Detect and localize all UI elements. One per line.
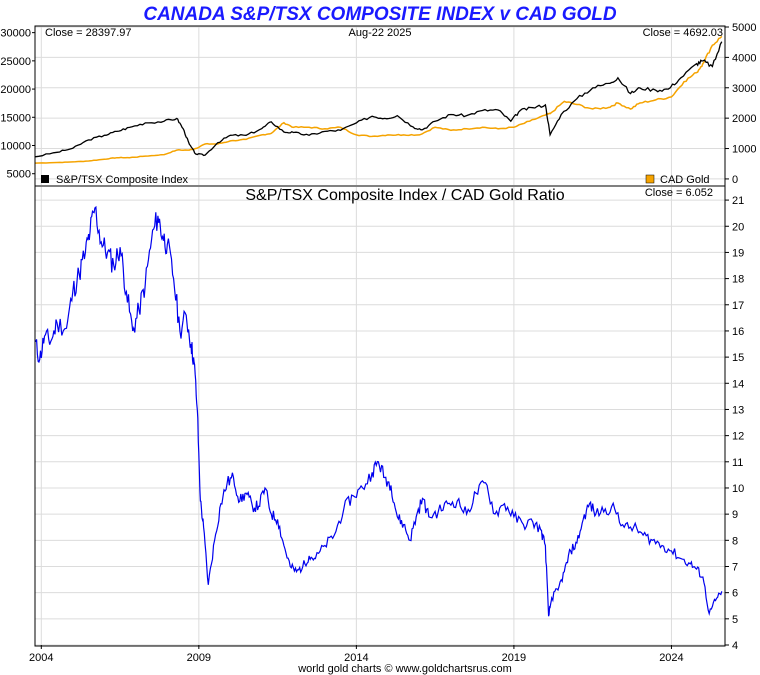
top-panel-grid — [35, 26, 725, 185]
tsx-legend-label: S&P/TSX Composite Index — [56, 174, 189, 186]
top-right-tick-label: 4000 — [732, 52, 756, 64]
bottom-right-tick-label: 7 — [732, 561, 738, 573]
date-label: Aug-22 2025 — [349, 27, 412, 39]
bottom-panel-grid — [35, 187, 725, 646]
bottom-right-tick-label: 15 — [732, 352, 744, 364]
bottom-right-tick-label: 21 — [732, 195, 744, 207]
top-left-tick-label: 10000 — [0, 141, 31, 153]
bottom-right-tick-label: 12 — [732, 431, 744, 443]
x-tick-label: 2009 — [187, 652, 211, 664]
ratio-close-label: Close = 6.052 — [645, 187, 713, 199]
bottom-right-tick-label: 19 — [732, 247, 744, 259]
cad-gold-line — [34, 35, 723, 164]
bottom-right-tick-label: 16 — [732, 326, 744, 338]
footer-credit: world gold charts © www.goldchartsrus.co… — [297, 663, 512, 675]
top-left-tick-label: 30000 — [0, 28, 31, 40]
bottom-right-tick-label: 10 — [732, 483, 744, 495]
top-left-tick-label: 15000 — [0, 112, 31, 124]
top-left-tick-label: 25000 — [0, 56, 31, 68]
chart-title: CANADA S&P/TSX COMPOSITE INDEX v CAD GOL… — [143, 4, 617, 25]
ratio-panel-title: S&P/TSX Composite Index / CAD Gold Ratio — [245, 187, 564, 204]
x-tick-label: 2004 — [29, 652, 53, 664]
x-axis: 2004 2009 2014 2019 2024 — [29, 645, 684, 664]
gold-legend-swatch — [645, 174, 655, 184]
bottom-right-axis: 21 20 19 18 17 16 15 14 13 12 11 10 9 8 7 6 5 4 — [725, 195, 744, 652]
top-left-axis: 30000 25000 20000 15000 10000 5000 — [0, 28, 35, 181]
top-right-tick-label: 2000 — [732, 113, 756, 125]
x-tick-label: 2019 — [502, 652, 526, 664]
bottom-right-tick-label: 6 — [732, 588, 738, 600]
bottom-panel-series — [35, 205, 723, 617]
bottom-right-tick-label: 5 — [732, 614, 738, 626]
bottom-right-tick-label: 8 — [732, 535, 738, 547]
bottom-right-tick-label: 11 — [732, 457, 743, 469]
top-right-tick-label: 0 — [732, 174, 738, 186]
tsx-legend-swatch — [41, 175, 49, 183]
tsx-close-label: Close = 28397.97 — [45, 27, 132, 39]
bottom-right-tick-label: 14 — [732, 378, 744, 390]
top-right-tick-label: 5000 — [732, 22, 756, 34]
gold-legend-label: CAD Gold — [660, 174, 710, 186]
bottom-right-tick-label: 17 — [732, 300, 744, 312]
x-tick-label: 2014 — [344, 652, 368, 664]
bottom-right-tick-label: 9 — [732, 509, 738, 521]
top-left-tick-label: 5000 — [7, 169, 31, 181]
top-panel-series — [34, 35, 723, 164]
bottom-right-tick-label: 20 — [732, 221, 744, 233]
tsx-gold-ratio-line — [35, 205, 723, 617]
bottom-panel-frame — [34, 185, 726, 647]
x-tick-label: 2024 — [659, 652, 683, 664]
gold-close-label: Close = 4692.03 — [643, 27, 723, 39]
top-left-tick-label: 20000 — [0, 84, 31, 96]
bottom-right-tick-label: 4 — [732, 640, 738, 652]
top-right-axis: 5000 4000 3000 2000 1000 0 — [725, 22, 756, 186]
top-right-tick-label: 3000 — [732, 83, 756, 95]
top-right-tick-label: 1000 — [732, 144, 756, 156]
tsx-index-line — [34, 41, 723, 158]
bottom-right-tick-label: 18 — [732, 274, 744, 286]
bottom-right-tick-label: 13 — [732, 404, 744, 416]
